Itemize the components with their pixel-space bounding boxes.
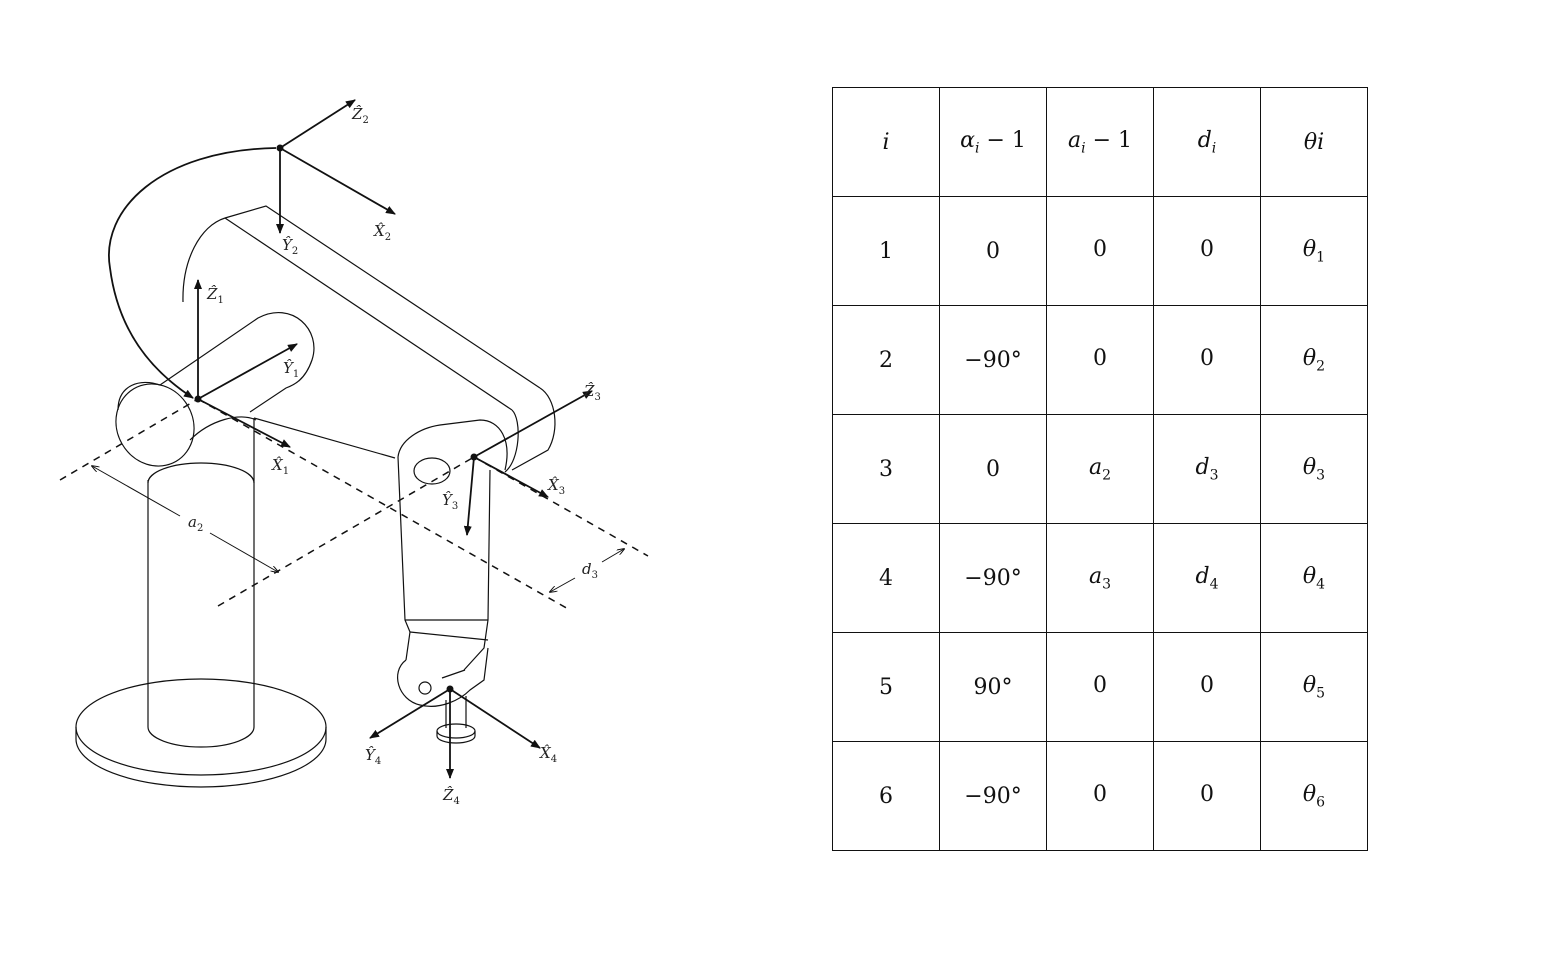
cell-theta: θ3 <box>1260 414 1368 524</box>
x4-arrow <box>449 688 541 749</box>
cell-d: d4 <box>1153 523 1261 633</box>
cell-theta: θ2 <box>1260 305 1368 415</box>
cell-i: 6 <box>832 741 940 851</box>
header-a: ai − 1 <box>1046 87 1154 197</box>
header-i: i <box>832 87 940 197</box>
frame-origins <box>194 144 478 693</box>
cell-d: d3 <box>1153 414 1261 524</box>
y3-arrow <box>463 456 475 536</box>
table-row: 3 0 a2 d3 θ3 <box>832 414 1368 524</box>
cell-alpha: −90° <box>939 523 1047 633</box>
cell-d: 0 <box>1153 196 1261 306</box>
label-z1: Ẑ1 <box>206 285 224 306</box>
table-header-row: i αi − 1 ai − 1 di θi <box>832 87 1368 197</box>
table-body: 1 0 0 0 θ1 2 −90° 0 0 θ2 3 0 a2 d3 θ3 4 −90° a3 d4 θ4 5 90° 0 0… <box>832 196 1368 851</box>
table-row: 2 −90° 0 0 θ2 <box>832 305 1368 415</box>
base-plate <box>75 678 327 788</box>
cell-theta: θ5 <box>1260 632 1368 742</box>
forearm <box>397 419 508 707</box>
cell-theta: θ4 <box>1260 523 1368 633</box>
label-x3: X̂3 <box>547 476 565 497</box>
z3-arrow <box>473 390 593 458</box>
label-z2: Ẑ2 <box>351 105 369 126</box>
y4-arrow <box>369 688 451 739</box>
cell-i: 5 <box>832 632 940 742</box>
cell-alpha: 0 <box>939 196 1047 306</box>
axis-lines <box>59 398 649 611</box>
label-x2: X̂2 <box>373 222 391 243</box>
cell-i: 3 <box>832 414 940 524</box>
x1-arrow <box>197 398 291 448</box>
label-y2: Ŷ2 <box>282 236 298 257</box>
offset-curve <box>108 147 277 399</box>
cell-theta: θ6 <box>1260 741 1368 851</box>
header-d: di <box>1153 87 1261 197</box>
table-row: 4 −90° a3 d4 θ4 <box>832 523 1368 633</box>
label-d3: d3 <box>582 560 598 581</box>
robot-body <box>75 205 556 788</box>
y1-arrow <box>197 343 298 400</box>
cell-a: 0 <box>1046 741 1154 851</box>
table-row: 5 90° 0 0 θ5 <box>832 632 1368 742</box>
cell-i: 2 <box>832 305 940 415</box>
z2-arrow <box>279 99 356 149</box>
cell-d: 0 <box>1153 632 1261 742</box>
dimension-d3 <box>550 549 624 592</box>
label-a2: a2 <box>188 513 203 534</box>
pillar <box>147 418 255 748</box>
cell-a: 0 <box>1046 196 1154 306</box>
label-z4: Ẑ4 <box>442 786 460 807</box>
cell-alpha: −90° <box>939 741 1047 851</box>
cell-alpha: 90° <box>939 632 1047 742</box>
upper-arm <box>182 205 556 473</box>
label-x1: X̂1 <box>271 456 289 477</box>
header-alpha: αi − 1 <box>939 87 1047 197</box>
frame-labels: Ẑ1 Ŷ1 X̂1 Ẑ2 Ŷ2 X̂2 Ẑ3 Ŷ3 X̂3 Ŷ4 X̂4 Ẑ4 … <box>188 105 601 807</box>
cell-i: 1 <box>832 196 940 306</box>
label-x4: X̂4 <box>539 744 557 765</box>
dimension-a2 <box>92 466 278 572</box>
robot-arm-diagram: Ẑ1 Ŷ1 X̂1 Ẑ2 Ŷ2 X̂2 Ẑ3 Ŷ3 X̂3 Ŷ4 X̂4 Ẑ4 … <box>59 99 649 807</box>
label-y1: Ŷ1 <box>283 359 299 380</box>
label-y3: Ŷ3 <box>442 491 458 512</box>
cell-a: 0 <box>1046 305 1154 415</box>
label-y4: Ŷ4 <box>365 746 381 767</box>
x3-arrow <box>473 456 549 498</box>
cell-theta: θ1 <box>1260 196 1368 306</box>
table-row: 6 −90° 0 0 θ6 <box>832 741 1368 851</box>
cell-a: 0 <box>1046 632 1154 742</box>
cell-a: a3 <box>1046 523 1154 633</box>
cell-d: 0 <box>1153 741 1261 851</box>
dh-parameter-table: i αi − 1 ai − 1 di θi 1 0 0 0 θ1 2 −90° 0 0 θ2 3 0 a… <box>832 87 1368 851</box>
cell-alpha: 0 <box>939 414 1047 524</box>
cell-d: 0 <box>1153 305 1261 415</box>
header-theta: θi <box>1260 87 1368 197</box>
table-row: 1 0 0 0 θ1 <box>832 196 1368 306</box>
cell-a: a2 <box>1046 414 1154 524</box>
label-z3: Ẑ3 <box>583 382 601 403</box>
cell-alpha: −90° <box>939 305 1047 415</box>
wrist-post <box>436 696 476 744</box>
x2-arrow <box>279 147 396 215</box>
cell-i: 4 <box>832 523 940 633</box>
frame-arrows <box>194 99 593 779</box>
